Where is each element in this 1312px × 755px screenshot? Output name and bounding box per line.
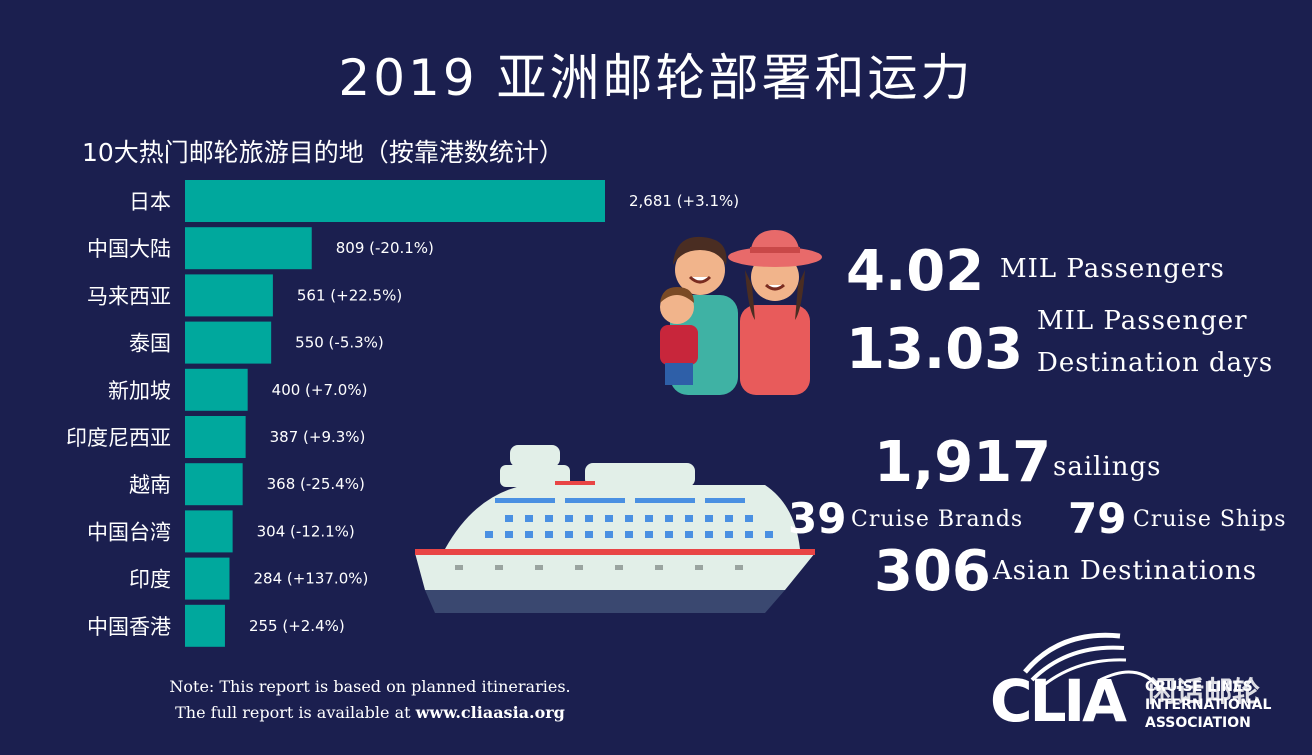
clia-wordmark: CLIA bbox=[990, 667, 1127, 735]
clia-tagline-2: INTERNATIONAL bbox=[1145, 697, 1272, 713]
sailings-label: sailings bbox=[1053, 452, 1162, 482]
clia-tagline-3: ASSOCIATION bbox=[1145, 715, 1251, 731]
bar-category-label: 泰国 bbox=[129, 332, 171, 356]
bar-value-label: 284 (+137.0%) bbox=[253, 570, 368, 588]
destination-days-label-2: Destination days bbox=[1037, 348, 1274, 378]
bar-category-label: 日本 bbox=[129, 190, 171, 214]
bar-category-label: 印度尼西亚 bbox=[66, 426, 171, 450]
bar bbox=[185, 557, 230, 600]
bar-value-label: 400 (+7.0%) bbox=[272, 381, 368, 399]
bar-value-label: 561 (+22.5%) bbox=[297, 286, 402, 304]
bar-category-label: 新加坡 bbox=[108, 379, 171, 403]
footnote: Note: This report is based on planned it… bbox=[120, 674, 620, 726]
bar-value-label: 368 (-25.4%) bbox=[267, 475, 365, 493]
website-link[interactable]: www.cliaasia.org bbox=[415, 703, 565, 722]
bar-category-label: 马来西亚 bbox=[87, 284, 171, 308]
passengers-label: MIL Passengers bbox=[1000, 254, 1225, 284]
bar-category-label: 中国台湾 bbox=[87, 520, 171, 544]
bar-value-label: 550 (-5.3%) bbox=[295, 334, 384, 352]
brands-label: Cruise Brands bbox=[851, 507, 1024, 532]
bar-category-label: 越南 bbox=[129, 473, 171, 497]
bar-category-label: 印度 bbox=[129, 568, 171, 592]
clia-tagline-1: CRUISE LINES bbox=[1145, 679, 1253, 695]
bar-value-label: 2,681 (+3.1%) bbox=[629, 192, 739, 210]
bar-chart: 日本 2,681 (+3.1%) 中国大陆 809 (-20.1%) 马来西亚 561 (… bbox=[66, 180, 739, 647]
clia-swoosh-icon bbox=[1023, 632, 1162, 691]
bar-value-label: 809 (-20.1%) bbox=[336, 239, 434, 257]
bar-value-label: 387 (+9.3%) bbox=[270, 428, 366, 446]
destinations-value: 306 bbox=[874, 539, 991, 604]
destination-days-value: 13.03 bbox=[846, 317, 1024, 382]
passengers-value: 4.02 bbox=[846, 239, 985, 304]
destinations-label: Asian Destinations bbox=[993, 556, 1258, 586]
cruise-ship-illustration bbox=[415, 445, 815, 613]
ships-label: Cruise Ships bbox=[1133, 507, 1287, 532]
bar bbox=[185, 510, 233, 553]
family-illustration bbox=[660, 230, 822, 395]
bar bbox=[185, 321, 272, 364]
bar-value-label: 255 (+2.4%) bbox=[249, 617, 345, 635]
ships-value: 79 bbox=[1068, 494, 1127, 543]
bar-category-label: 中国香港 bbox=[87, 615, 171, 639]
bar bbox=[185, 274, 273, 317]
page-title: 2019 亚洲邮轮部署和运力 bbox=[338, 49, 974, 107]
destination-days-label-1: MIL Passenger bbox=[1037, 306, 1248, 336]
chart-subtitle: 10大热门邮轮旅游目的地（按靠港数统计） bbox=[82, 138, 564, 167]
footnote-line-1: Note: This report is based on planned it… bbox=[169, 677, 571, 696]
footnote-prefix: The full report is available at bbox=[175, 703, 416, 722]
footnote-line-2: The full report is available at www.clia… bbox=[120, 700, 620, 726]
sailings-value: 1,917 bbox=[874, 430, 1052, 495]
bar bbox=[185, 180, 605, 222]
watermark-text: 闲话邮轮 bbox=[1148, 675, 1261, 708]
bar bbox=[185, 463, 243, 506]
clia-logo: CLIA CRUISE LINES INTERNATIONAL ASSOCIAT… bbox=[990, 630, 1300, 750]
bar-category-label: 中国大陆 bbox=[87, 237, 171, 261]
bar bbox=[185, 604, 225, 647]
bar-value-label: 304 (-12.1%) bbox=[257, 522, 355, 540]
bar bbox=[185, 416, 246, 458]
brands-value: 39 bbox=[788, 494, 847, 543]
bar bbox=[185, 368, 248, 411]
bar bbox=[185, 227, 312, 270]
